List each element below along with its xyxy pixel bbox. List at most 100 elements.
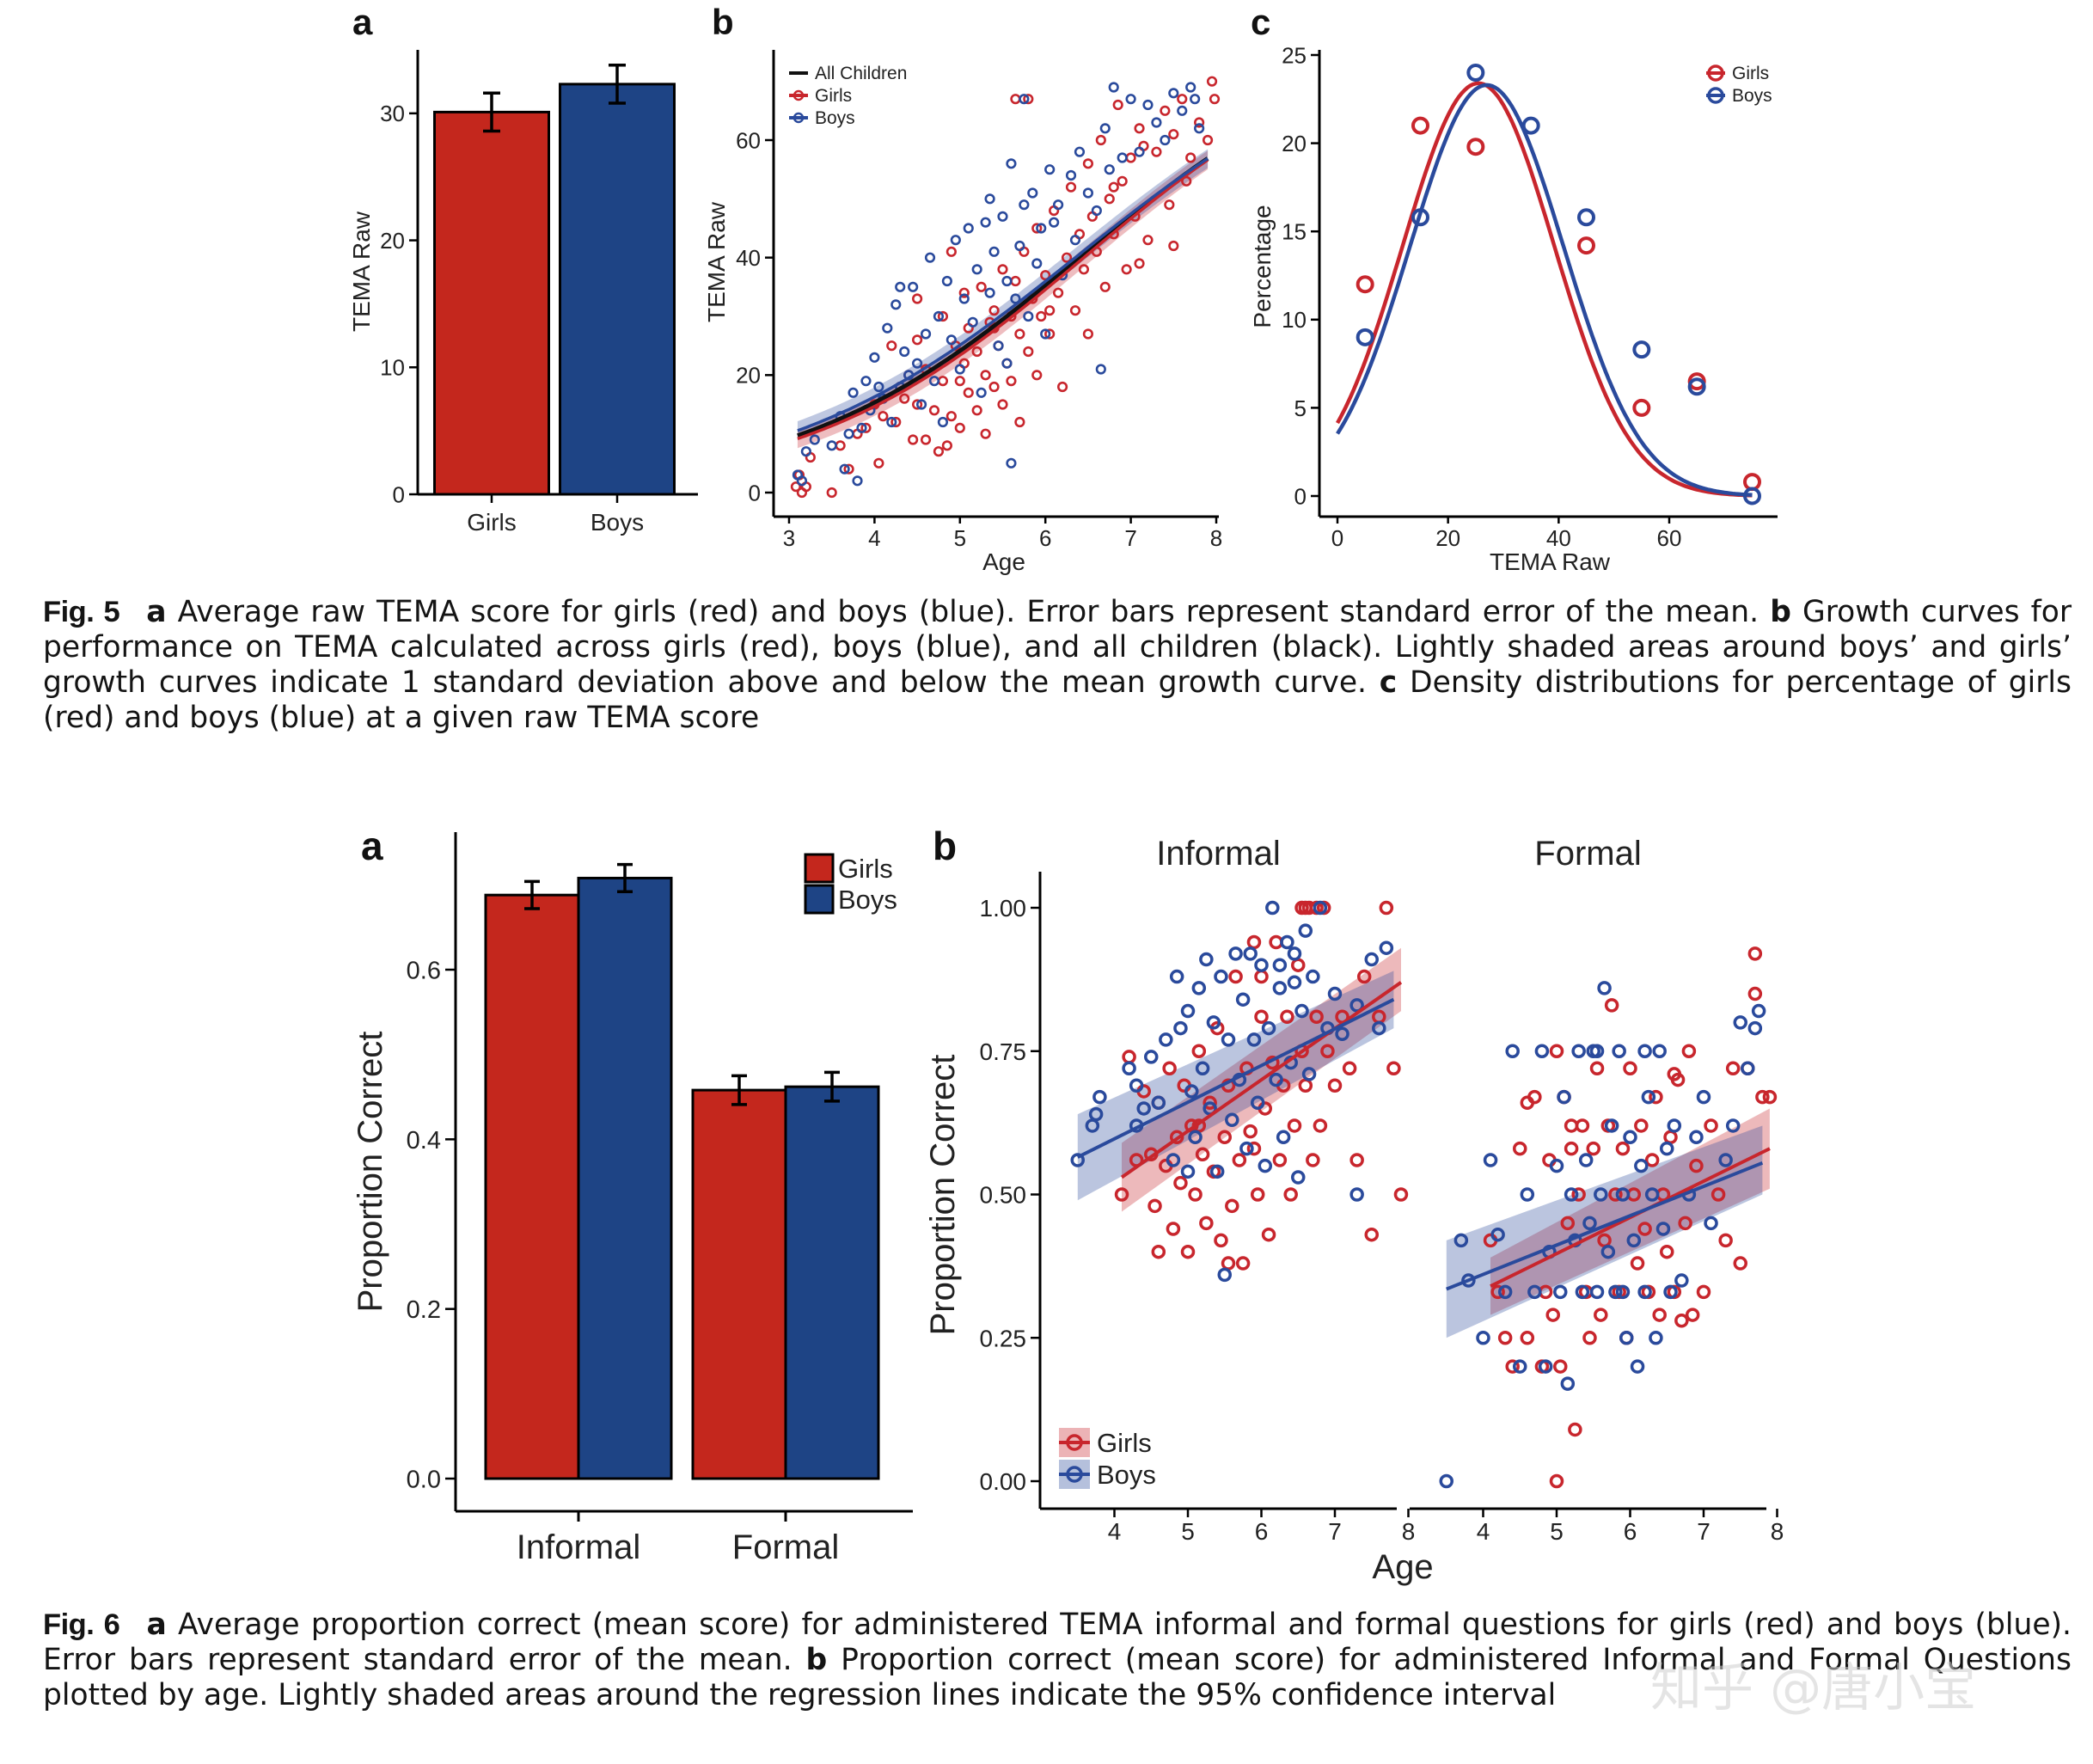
fig6b-formal-point-boys [1741,1061,1755,1076]
fig6b-formal-xtick-label: 6 [1624,1518,1637,1545]
fig6b-informal-point-boys [1180,1164,1196,1179]
fig5b-point-girls [1006,376,1017,387]
fig6a-legend-label: Boys [838,885,897,915]
fig6b-informal-point-girls [1306,1153,1320,1167]
fig6b-ytick-label: 0.75 [980,1038,1027,1065]
fig6b-informal-point-boys [1088,1106,1104,1122]
fig5b-legend-label: Girls [815,86,852,106]
fig6b-informal-point-girls [1349,1153,1364,1167]
fig5-caption: Fig. 5 a Average raw TEMA score for girl… [43,595,2072,736]
fig6b-informal-point-boys [1258,1158,1273,1173]
fig6b-formal-point-boys [1660,1141,1674,1156]
fig5b-point-girls [933,446,945,457]
fig6b-informal-point-boys [1250,1095,1265,1111]
fig6b-informal-point-boys [1269,1072,1283,1087]
fig6b-formal-point-girls [1594,1308,1608,1322]
fig6b-formal-point-boys [1483,1153,1498,1167]
fig5b-point-boys [1006,457,1017,469]
fig6b-informal-xtick-label: 7 [1328,1518,1342,1545]
fig6b-formal-point-girls [1674,1313,1689,1328]
fig5c-fit-boys [1336,83,1753,498]
fig6a-ytick-label: 0.6 [407,957,441,984]
fig5b-point-girls [886,340,897,352]
fig6-caption-b: Proportion correct (mean score) for admi… [43,1643,2072,1712]
fig5b-point-girls [1202,134,1214,146]
fig5b-point-girls [928,405,940,416]
fig5b-point-boys [1082,187,1093,199]
fig5b-point-boys [873,381,884,393]
fig6b-informal-point-boys [1276,1130,1291,1145]
fig5c-point-boys [1743,487,1761,505]
fig5b-point-boys [1104,164,1115,175]
fig6b-formal-point-girls [1560,1216,1576,1231]
fig6b-ytick-label: 1.00 [980,895,1027,922]
fig6b-informal-point-girls [1122,1050,1136,1064]
fig5c-point-girls [1466,138,1485,156]
fig5b-point-girls [911,399,923,410]
fig6b-informal-point-boys [1195,1061,1210,1076]
fig5b-point-boys [1069,235,1081,246]
fig5c-point-girls [1577,236,1595,255]
fig6b-informal-point-boys [1261,1020,1276,1036]
fig5a-error-bar [483,91,500,133]
fig5b-point-girls [790,481,802,493]
fig5b-point-boys [950,235,961,246]
fig5c-point-boys [1356,328,1374,346]
fig5b-point-boys [988,246,1000,257]
fig6b-formal-point-girls [1660,1244,1674,1259]
fig6b-informal-point-girls [1379,900,1394,916]
fig5c-xtick-label: 0 [1331,525,1343,551]
fig6a-bar-informal-boys [577,876,673,1480]
fig6b-informal-point-boys [1092,1089,1107,1105]
fig5b-point-girls [963,387,974,398]
fig5a-ytick-label: 30 [380,101,405,126]
fig6b-informal-point-boys [1294,1003,1309,1019]
fig6b-formal-point-girls [1649,1089,1663,1105]
fig6b-formal-point-boys [1615,1284,1631,1300]
fig6b-formal-point-boys [1538,1359,1553,1374]
fig5b-point-girls [890,416,902,428]
fig5b-point-girls [937,310,949,322]
fig5b-point-boys [886,416,897,428]
fig6b-informal-point-girls [1147,1198,1162,1214]
fig6b-formal-point-boys [1575,1284,1590,1300]
fig5b-point-girls [941,440,952,451]
fig6b-formal-point-boys [1626,1233,1642,1248]
fig5b-point-boys [796,475,808,487]
fig5b-point-girls [1095,134,1106,146]
fig5b-point-girls [954,376,965,387]
fig5b-point-girls [1160,105,1171,116]
fig5b-point-boys [1027,187,1038,199]
fig5b-point-girls [988,381,1000,393]
fig6b-xlabel: Age [1372,1548,1433,1586]
fig6b-formal-point-boys [1589,1044,1605,1058]
fig6b-formal-point-boys [1553,1284,1568,1300]
fig5b-curve-boys [797,157,1209,432]
fig6b-informal-regression-boys [1076,997,1395,1159]
fig5a-panel-label: a [352,2,373,42]
fig6a-ytick-label: 0.2 [407,1296,441,1324]
fig6b-informal-point-girls [1309,1009,1324,1024]
fig6b-informal-point-girls [1254,969,1269,984]
fig6b-formal-point-girls [1637,1222,1652,1236]
fig5b-point-girls [911,334,923,346]
fig5b-point-boys [1185,82,1196,93]
fig5b-point-boys [920,328,932,340]
fig6b-informal-point-girls [1246,1141,1262,1156]
fig5b-point-girls [1010,275,1021,287]
fig5b-point-boys [1168,88,1179,99]
fig5c-point-boys [1521,116,1540,135]
fig5c-legend-marker [1707,64,1724,82]
fig5c-xtick-label: 20 [1435,525,1460,551]
fig5b-point-boys [869,352,880,363]
fig5b-legend-marker [793,112,805,124]
fig6b-informal-point-girls [1180,1244,1196,1259]
fig5b-point-boys [976,387,987,398]
fig6b-formal-point-boys [1725,1118,1741,1133]
fig6b-informal-xtick-label: 8 [1402,1518,1416,1545]
fig6-caption-label: Fig. 6 [43,1608,120,1641]
fig6b-formal-point-girls [1571,1187,1586,1202]
fig5b-point-boys [1065,169,1077,181]
fig5b-ylabel: TEMA Raw [703,201,730,322]
fig6b-formal-point-girls [1644,1153,1660,1167]
